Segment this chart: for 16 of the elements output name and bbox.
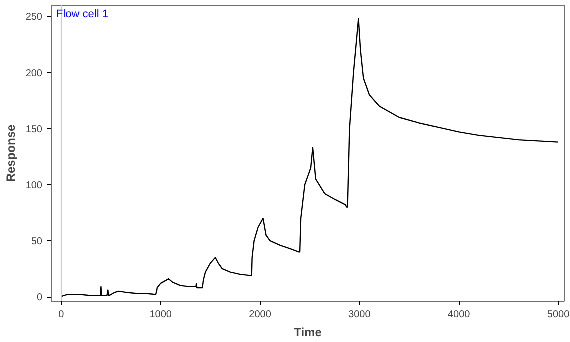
x-tick-label: 5000: [547, 310, 570, 320]
y-tick-label: 150: [26, 124, 43, 136]
y-tick-label: 250: [26, 12, 43, 24]
y-axis-title: Response: [4, 124, 18, 182]
x-tick-label: 4000: [448, 310, 471, 320]
y-tick-label: 0: [36, 292, 43, 304]
x-tick-label: 2000: [249, 310, 272, 320]
x-tick-label: 3000: [348, 310, 372, 320]
line-series: [60, 18, 560, 298]
y-tick-label: 100: [26, 180, 43, 192]
y-tick-label: 200: [26, 68, 43, 80]
x-tick-label: 0: [58, 310, 65, 320]
chart-title: Flow cell 1: [56, 8, 108, 20]
x-tick-label: 1000: [150, 310, 172, 320]
y-tick-label: 50: [31, 236, 43, 248]
x-axis-title: Time: [294, 326, 322, 340]
